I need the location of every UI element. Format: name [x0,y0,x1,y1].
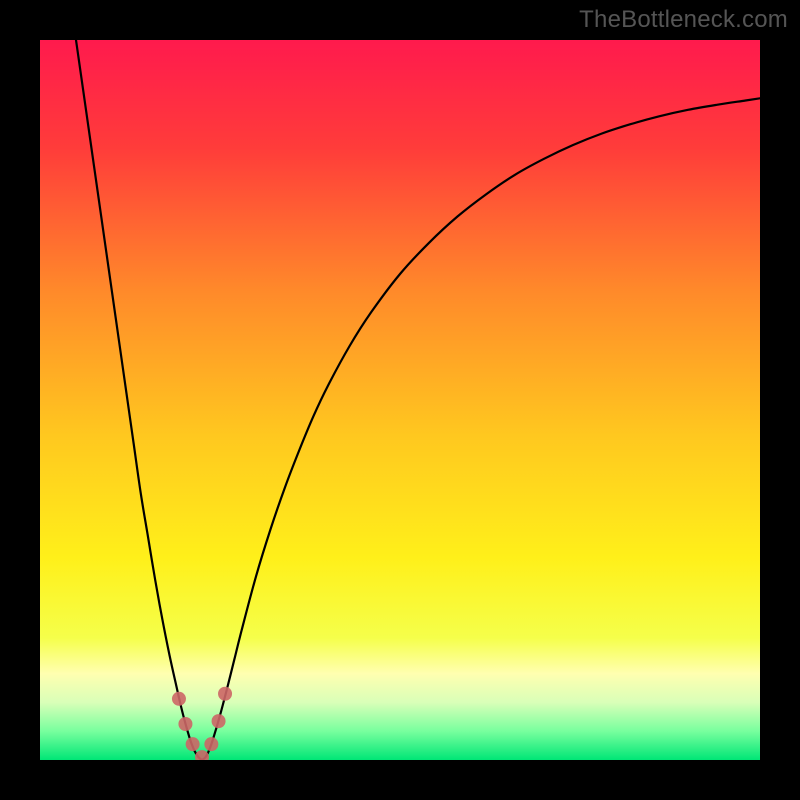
marker-point-0 [172,692,186,706]
marker-point-1 [178,717,192,731]
chart-frame: TheBottleneck.com [0,0,800,800]
marker-point-4 [204,737,218,751]
chart-background [40,40,760,760]
marker-point-2 [186,737,200,751]
bottleneck-chart [40,40,760,760]
marker-point-5 [212,714,226,728]
watermark-text: TheBottleneck.com [579,6,788,34]
marker-point-6 [218,687,232,701]
